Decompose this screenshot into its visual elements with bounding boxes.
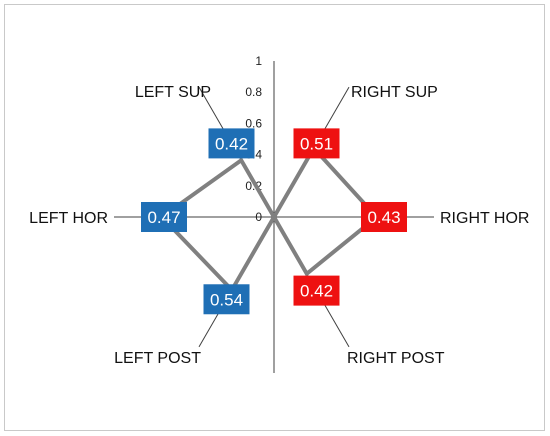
category-label-left-sup: LEFT SUP [135,84,211,101]
value-shapes [158,144,380,294]
value-box-left-sup [208,128,255,159]
data-labels: LEFT SUP LEFT HOR LEFT POST RIGHT SUP RIGHT … [29,84,529,367]
value-label-left-sup: 0.42 [215,134,248,153]
category-label-right-post: RIGHT POST [347,350,445,367]
value-label-right-post: 0.42 [300,282,333,301]
tick-label-4: 0.8 [245,85,262,99]
value-box-right-post [293,275,340,306]
value-label-right-sup: 0.51 [300,134,333,153]
category-label-left-hor: LEFT HOR [29,210,108,227]
value-label-left-post: 0.54 [210,290,243,309]
tick-label-3: 0.6 [245,116,262,130]
value-box-right-hor [361,202,407,232]
category-label-right-sup: RIGHT SUP [351,84,438,101]
tick-label-0: 0 [255,210,262,224]
value-box-right-sup [293,128,340,159]
category-label-left-post: LEFT POST [114,350,201,367]
value-label-right-hor: 0.43 [367,208,400,227]
value-box-left-post [203,284,250,315]
value-box-left-hor [141,202,187,232]
value-label-left-hor: 0.47 [147,208,180,227]
tick-label-5: 1 [255,54,262,68]
category-label-right-hor: RIGHT HOR [440,210,529,227]
